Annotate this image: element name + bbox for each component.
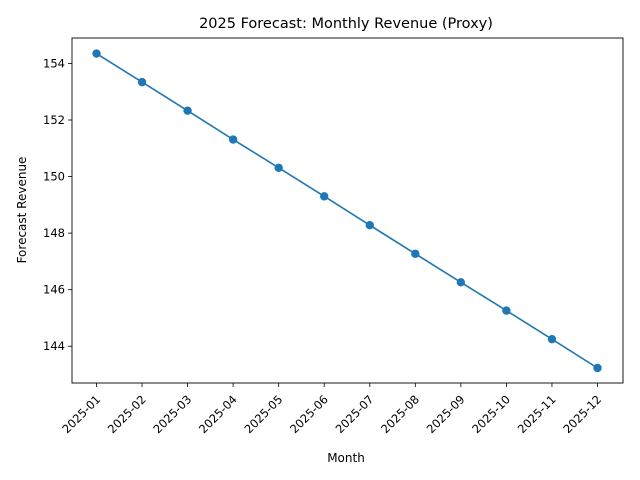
x-tick-label: 2025-04 <box>196 392 240 436</box>
data-point <box>183 106 192 115</box>
x-tick-label: 2025-12 <box>560 392 604 436</box>
y-tick-label: 154 <box>43 56 65 70</box>
y-tick-label: 144 <box>43 339 65 353</box>
data-point <box>456 278 466 287</box>
x-tick-label: 2025-09 <box>424 392 468 436</box>
series-layer <box>92 49 602 373</box>
data-point <box>502 306 511 315</box>
data-point <box>593 363 602 373</box>
x-tick-label: 2025-01 <box>59 392 103 436</box>
x-tick-label: 2025-07 <box>333 392 377 436</box>
x-tick-label: 2025-05 <box>242 392 286 436</box>
y-axis: 144 146 148 150 152 154 <box>43 56 72 353</box>
y-tick-label: 148 <box>43 226 65 240</box>
x-tick-label: 2025-08 <box>378 392 422 436</box>
chart-title: 2025 Forecast: Monthly Revenue (Proxy) <box>199 16 493 32</box>
y-tick-label: 146 <box>43 283 65 297</box>
x-axis-label: Month <box>327 451 365 465</box>
x-tick-label: 2025-03 <box>150 392 194 436</box>
plot-frame <box>71 37 624 384</box>
y-tick-label: 150 <box>43 170 65 184</box>
data-point <box>365 221 374 230</box>
data-point <box>411 249 420 258</box>
x-axis: 2025-01 2025-02 2025-03 2025-04 2025-05 2025-… <box>59 383 604 436</box>
x-tick-label: 2025-11 <box>515 392 559 436</box>
y-tick-label: 152 <box>43 113 65 127</box>
x-tick-label: 2025-06 <box>287 392 331 436</box>
x-tick-label: 2025-10 <box>469 392 513 436</box>
plot-area <box>71 37 624 384</box>
data-point <box>92 49 101 58</box>
y-axis-label: Forecast Revenue <box>15 157 29 264</box>
x-tick-label: 2025-02 <box>105 392 149 436</box>
series-line <box>96 52 598 369</box>
data-point <box>228 135 238 144</box>
data-point <box>547 334 557 344</box>
data-point <box>274 163 283 172</box>
data-point <box>137 77 147 87</box>
data-point <box>320 192 329 201</box>
